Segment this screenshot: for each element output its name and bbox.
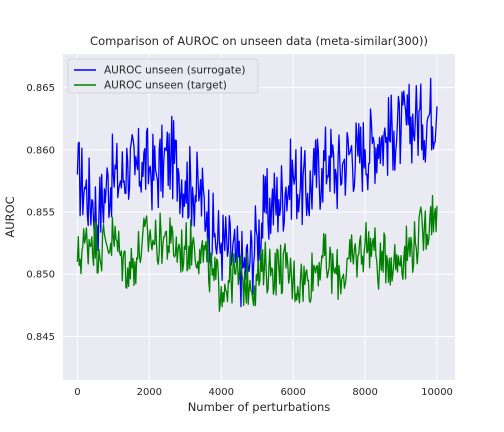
y-tick-label: 0.860	[26, 145, 55, 156]
x-tick-label: 2000	[137, 387, 162, 398]
x-tick-label: 8000	[352, 387, 377, 398]
y-tick-label: 0.865	[26, 83, 55, 94]
x-tick-label: 10000	[421, 387, 453, 398]
series-layer	[76, 77, 438, 312]
y-tick-label: 0.850	[26, 270, 55, 281]
x-tick-label: 0	[74, 387, 80, 398]
plot-background	[63, 54, 455, 380]
legend-box	[67, 58, 259, 94]
chart-title: Comparison of AUROC on unseen data (meta…	[90, 34, 428, 48]
legend-label-target: AUROC unseen (target)	[104, 80, 227, 92]
x-tick-label: 6000	[280, 387, 305, 398]
legend: AUROC unseen (surrogate) AUROC unseen (t…	[67, 58, 259, 94]
series-line-target	[76, 194, 438, 312]
x-axis-title: Number of perturbations	[188, 400, 331, 414]
series-line-surrogate	[76, 77, 438, 308]
y-axis-ticks: 0.845 0.850 0.855 0.860 0.865	[26, 83, 55, 343]
y-axis-title: AUROC	[3, 196, 17, 237]
legend-label-surrogate: AUROC unseen (surrogate)	[104, 65, 245, 77]
y-tick-label: 0.845	[26, 332, 55, 343]
x-tick-label: 4000	[209, 387, 234, 398]
y-tick-label: 0.855	[26, 208, 55, 219]
x-axis-ticks: 0 2000 4000 6000 8000 10000	[74, 387, 453, 398]
